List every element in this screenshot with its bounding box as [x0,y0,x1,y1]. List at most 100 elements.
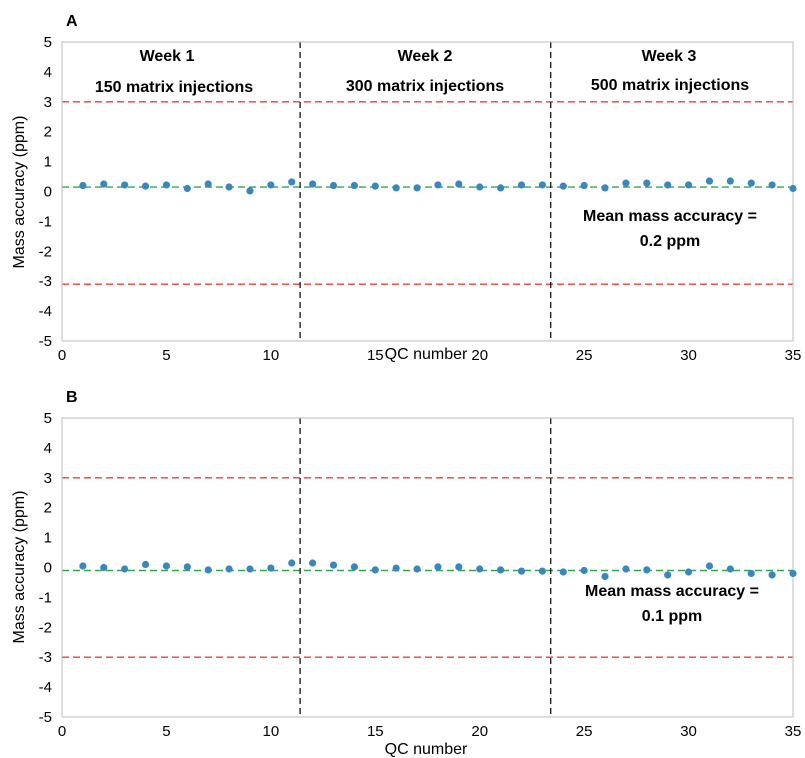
panel-b-data-point-14 [350,563,358,571]
panel-a-data-point-3 [121,181,129,189]
panel-a-data-point-35 [789,184,797,193]
panel-b-mean-annotation-line1: Mean mass accuracy = [585,583,759,600]
panel-b-data-point-31 [705,562,714,570]
panel-b-x-tick-label: 25 [576,723,593,740]
panel-b-plot-frame [61,417,794,718]
panel-a-data-point-1 [79,181,87,190]
panel-a-y-tick-label: 4 [44,64,52,81]
panel-a-data-point-16 [392,184,400,192]
panel-b-label: B [66,389,78,406]
panel-b-data-point-1 [79,562,87,570]
panel-a-data-point-22 [517,181,526,189]
panel-a-x-axis-title: QC number [385,346,468,363]
panel-a-data-point-26 [601,184,609,192]
panel-b-data-point-23 [538,567,546,575]
panel-b-y-tick-label: -4 [39,679,52,696]
panel-b-y-tick-label: 4 [44,440,52,457]
panel-a-data-point-23 [538,181,546,189]
panel-a-y-tick-label: 5 [44,34,52,51]
panel-a-data-point-13 [329,181,338,190]
panel-b-y-tick-label: -3 [39,649,52,666]
panel-a-reference-lines [62,101,793,285]
panel-a-y-tick-label: 3 [44,94,52,111]
panel-b-y-tick-label: 3 [44,470,52,487]
panel-a-y-tick-label: -2 [39,243,52,260]
week-1-label: Week 1 [140,48,195,65]
panel-b-data-point-3 [121,565,129,573]
panel-b-data-point-26 [601,572,609,581]
panel-b-x-tick-label: 20 [471,723,488,740]
panel-b-x-tick-label: 15 [367,723,384,740]
panel-a-data-point-32 [726,177,734,185]
panel-b-reference-lines [62,477,793,658]
panel-b-data-point-6 [183,563,191,571]
panel-b-data-point-34 [768,571,776,579]
panel-a-y-tick-label: 1 [44,154,52,171]
panel-b-mean-annotation-line2: 0.1 ppm [642,608,702,625]
panel-a-data-point-19 [455,180,463,188]
panel-a-data-point-2 [100,180,108,188]
week-2-injections-label: 300 matrix injections [346,78,504,95]
panel-b-data-point-2 [100,563,108,572]
panel-a-data-points [79,177,797,195]
panel-a-x-tick-label: 10 [263,347,280,364]
panel-b-data-point-10 [267,564,275,572]
panel-a-data-point-12 [309,180,317,188]
panel-a-data-point-33 [747,179,755,187]
panel-a-data-point-27 [622,179,630,187]
panel-b-data-point-22 [517,567,526,575]
panel-a-data-point-4 [141,182,150,190]
panel-a-x-tick-label: 15 [367,347,384,364]
panel-b-data-point-35 [789,569,797,578]
panel-a-data-point-11 [288,178,296,186]
panel-a-x-tick-label: 30 [680,347,697,364]
week-3-injections-label: 500 matrix injections [591,77,749,94]
panel-b-x-tick-label: 30 [680,723,697,740]
panel-a-data-point-29 [664,181,672,189]
panel-a-data-point-8 [225,183,233,191]
panel-a-data-point-7 [204,180,212,188]
panel-a-x-tick-label: 20 [471,347,488,364]
panel-b-data-point-11 [288,559,296,567]
panel-b-y-tick-labels: 5 4 3 2 1 0 -1 -2 -3 -4 -5 [39,410,52,726]
panel-a-x-tick-label: 0 [58,347,66,364]
panel-b-data-point-21 [497,566,505,574]
panel-b-data-point-27 [622,565,630,573]
panel-a-y-tick-label: -5 [39,333,52,350]
panel-b-y-axis-title: Mass accuracy (ppm) [11,491,28,644]
panel-a-data-point-14 [350,181,358,190]
panel-a-y-tick-label: 2 [44,124,52,141]
panel-b-data-point-7 [204,566,212,574]
panel-b-y-tick-label: -5 [39,709,52,726]
panel-a-mean-annotation-line1: Mean mass accuracy = [583,208,757,225]
panel-b-data-point-9 [246,565,254,573]
panel-b-x-tick-label: 0 [58,723,66,740]
panel-b-y-tick-label: 5 [44,410,52,427]
panel-b-data-point-24 [559,568,567,576]
panel-b-data-point-20 [476,565,484,573]
panel-a-x-tick-label: 35 [785,347,802,364]
panel-a-data-point-21 [497,184,505,192]
panel-a-y-axis-title: Mass accuracy (ppm) [11,116,28,269]
panel-a-data-point-34 [768,181,776,189]
panel-b-x-tick-label: 35 [785,723,802,740]
panel-b-data-point-30 [684,568,693,576]
panel-b-data-point-12 [309,559,317,567]
week-1-injections-label: 150 matrix injections [95,79,253,96]
panel-b-week-dividers [299,418,552,717]
panel-a-data-point-17 [413,184,421,192]
week-3-label: Week 3 [642,48,697,65]
panel-b-y-tick-label: 2 [44,500,52,517]
panel-a-data-point-31 [705,177,714,185]
panel-a-data-point-10 [267,181,275,189]
panel-b-data-point-16 [392,564,400,572]
panel-a-x-tick-labels: 0 5 10 15 20 25 30 35 [58,347,802,364]
panel-a-y-tick-label: -4 [39,303,52,320]
panel-a-data-point-15 [371,182,379,190]
panel-a-y-tick-label: 0 [44,184,52,201]
panel-b-data-point-33 [747,569,755,578]
panel-b-data-point-25 [580,566,588,575]
panel-a-data-point-6 [183,184,191,193]
